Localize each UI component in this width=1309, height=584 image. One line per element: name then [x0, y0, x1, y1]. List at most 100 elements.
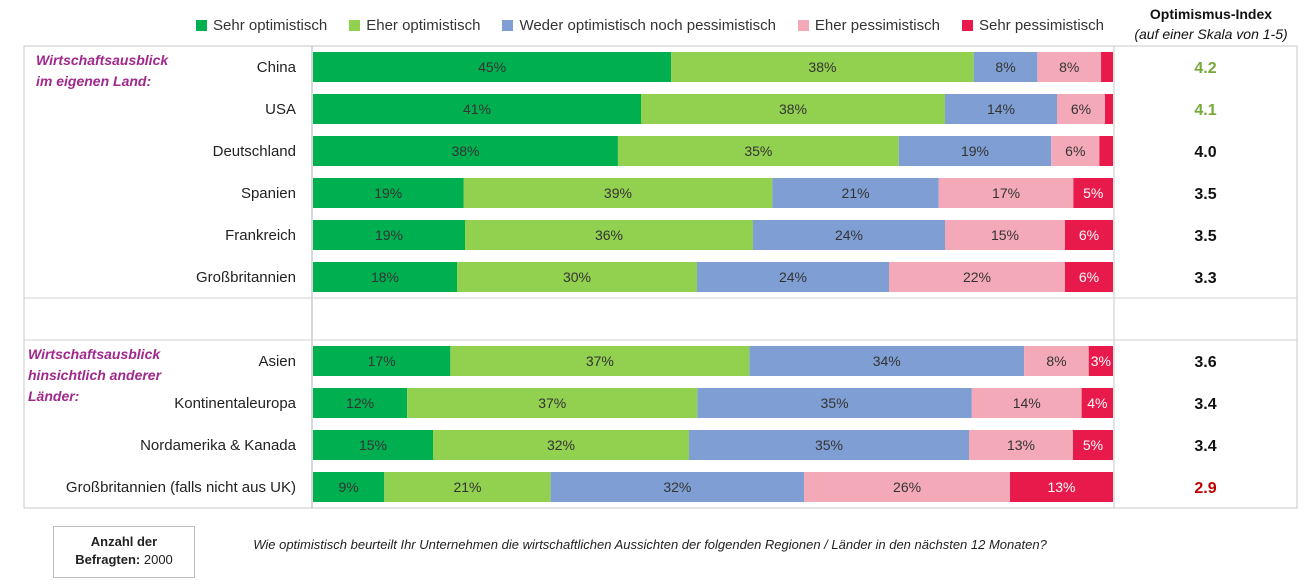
bar-segment	[313, 472, 385, 502]
bar-segment	[697, 262, 889, 292]
bar-segment	[804, 472, 1011, 502]
bar-segment	[772, 178, 939, 208]
bar-segment	[313, 178, 464, 208]
data-label: 5%	[1083, 185, 1103, 201]
category-label: Deutschland	[213, 143, 296, 160]
data-label: 17%	[368, 353, 396, 369]
legend-item-3: Weder optimistisch noch pessimistisch	[502, 16, 776, 34]
index-value: 3.5	[1194, 186, 1216, 203]
data-label: 8%	[1059, 59, 1079, 75]
index-value: 3.6	[1194, 354, 1216, 371]
index-header-subtitle: (auf einer Skala von 1-5)	[1134, 26, 1288, 42]
category-label: USA	[265, 101, 296, 118]
bar-segment	[1057, 94, 1105, 124]
bar-segment	[450, 346, 750, 376]
category-label: Spanien	[241, 185, 296, 202]
data-label: 22%	[963, 269, 991, 285]
sample-size-label: Anzahl der	[90, 534, 158, 549]
category-label: Nordamerika & Kanada	[140, 437, 297, 454]
legend-label: Sehr optimistisch	[213, 16, 328, 34]
bar-segment	[1073, 178, 1113, 208]
chart-legend: Sehr optimistisch Eher optimistisch Weder …	[196, 14, 1126, 36]
category-label: Kontinentaleuropa	[174, 395, 296, 412]
bar-segment	[1024, 346, 1089, 376]
bar-segment	[463, 178, 773, 208]
sample-size-value: 2000	[143, 552, 173, 567]
legend-swatch	[961, 19, 973, 31]
data-label: 24%	[835, 227, 863, 243]
data-label: 14%	[987, 101, 1015, 117]
index-value: 3.4	[1194, 438, 1216, 455]
data-label: 41%	[463, 101, 491, 117]
data-label: 30%	[563, 269, 591, 285]
bar-segment	[749, 346, 1025, 376]
bar-segment	[407, 388, 698, 418]
legend-item-4: Eher pessimistisch	[797, 17, 940, 34]
bar-segment	[671, 52, 974, 82]
data-label: 3%	[1091, 353, 1111, 369]
data-label: 19%	[375, 227, 403, 243]
data-label: 8%	[995, 59, 1015, 75]
data-label: 12%	[346, 395, 374, 411]
bar-segment	[465, 220, 753, 250]
data-label: 45%	[478, 59, 506, 75]
data-label: 36%	[595, 227, 623, 243]
bar-segment	[1065, 262, 1113, 292]
data-label: 21%	[453, 479, 481, 495]
legend-label: Weder optimistisch noch pessimistisch	[519, 16, 776, 34]
data-label: 19%	[374, 185, 402, 201]
bar-segment	[313, 94, 641, 124]
bar-segment	[641, 94, 945, 124]
data-label: 19%	[961, 143, 989, 159]
bar-segment	[313, 136, 618, 166]
data-label: 15%	[359, 437, 387, 453]
stacked-bar-chart: Wirtschaftsausblick im eigenen Land: Wirts…	[23, 45, 1298, 509]
bar-segment	[313, 430, 433, 460]
legend-item-5: Sehr pessimistisch	[961, 17, 1104, 34]
index-header-title: Optimismus-Index	[1149, 6, 1273, 22]
data-label: 4%	[1087, 395, 1107, 411]
category-label: Großbritannien	[196, 269, 296, 286]
category-label: China	[257, 59, 297, 76]
data-label: 32%	[547, 437, 575, 453]
bar-segment	[313, 346, 451, 376]
category-label: Frankreich	[225, 227, 296, 244]
category-label: Asien	[258, 353, 296, 370]
bar-segment	[313, 220, 465, 250]
legend-swatch	[196, 19, 207, 31]
data-label: 39%	[604, 185, 632, 201]
table-border	[23, 45, 1298, 509]
bar-segment	[433, 430, 689, 460]
index-value: 3.4	[1194, 396, 1216, 413]
data-label: 8%	[1046, 353, 1066, 369]
index-value: 3.3	[1194, 270, 1216, 287]
bar-segment	[1010, 472, 1113, 502]
data-label: 32%	[663, 479, 691, 495]
data-label: 6%	[1079, 269, 1099, 285]
group-label: Wirtschaftsausblick	[36, 52, 169, 68]
bar-segment	[689, 430, 969, 460]
legend-label: Eher optimistisch	[366, 16, 481, 34]
bar-segment	[945, 94, 1057, 124]
data-label: 9%	[339, 479, 359, 495]
data-label: 37%	[538, 395, 566, 411]
data-label: 26%	[893, 479, 921, 495]
bar-segment	[1099, 136, 1113, 166]
data-label: 13%	[1047, 479, 1075, 495]
group-label: Wirtschaftsausblick	[28, 346, 161, 362]
data-label: 6%	[1065, 143, 1085, 159]
group-label: hinsichtlich anderer	[28, 367, 163, 383]
index-value: 3.5	[1194, 228, 1216, 245]
data-label: 21%	[842, 185, 870, 201]
bar-segment	[1105, 94, 1113, 124]
bar-segment	[1073, 430, 1113, 460]
bar-segment	[898, 136, 1052, 166]
data-label: 38%	[779, 101, 807, 117]
bar-segment	[384, 472, 551, 502]
bar-segment	[1081, 388, 1113, 418]
legend-swatch	[502, 19, 514, 31]
index-value: 4.1	[1194, 102, 1216, 119]
data-label: 14%	[1013, 395, 1041, 411]
index-value: 4.0	[1194, 144, 1216, 161]
bar-segment	[971, 388, 1082, 418]
